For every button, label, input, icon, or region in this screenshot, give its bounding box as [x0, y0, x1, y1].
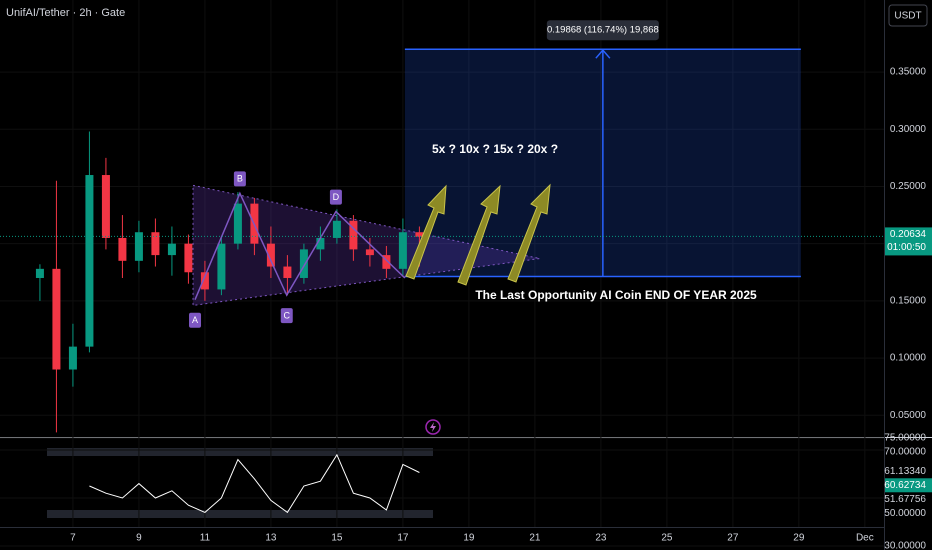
candle-body [35, 268, 44, 278]
x-tick-label: 17 [397, 533, 409, 544]
candle-body [266, 243, 275, 267]
indicator-badge [885, 478, 932, 493]
projection-arrows [405, 183, 551, 286]
measure-label: 0.19868 (116.74%) 19,868 [547, 25, 659, 36]
pattern-label-box [329, 189, 342, 205]
indicator-tick-label: 30.00000 [884, 541, 926, 550]
x-tick-label: Dec [856, 533, 874, 544]
candle-body [217, 243, 226, 290]
indicator-tick-label: 70.00000 [884, 447, 926, 458]
candle-body [233, 203, 242, 244]
x-tick-label: 15 [331, 533, 343, 544]
x-tick-label: 13 [265, 533, 277, 544]
indicator-line [89, 453, 420, 514]
indicator-tick-label: 75.00000 [884, 433, 926, 444]
currency: USDT [894, 11, 921, 22]
candle-body [365, 249, 374, 256]
pattern-label: B [237, 174, 243, 184]
symbol-title: UnifAI/Tether · 2h · Gate [6, 7, 125, 19]
pattern-label: A [192, 315, 198, 325]
candle-body [398, 232, 407, 269]
candle-body [332, 220, 341, 238]
x-tick-label: 27 [727, 533, 739, 544]
candle-body [316, 237, 325, 250]
arrow [405, 184, 447, 280]
annotation: 5x ? 10x ? 15x ? 20x ? [432, 142, 558, 156]
x-tick-label: 29 [793, 533, 805, 544]
triangle-pattern [192, 184, 540, 307]
candle-body [184, 243, 193, 273]
last-price-badge [885, 227, 932, 256]
arrow [457, 184, 501, 286]
x-tick-label: 7 [70, 533, 76, 544]
x-tick-label: 23 [595, 533, 607, 544]
x-tick-label: 25 [661, 533, 673, 544]
arrow [507, 183, 551, 283]
y-tick-label: 0.30000 [890, 124, 927, 135]
annotation: The Last Opportunity AI Coin END OF YEAR… [475, 288, 757, 302]
x-tick-label: 19 [463, 533, 475, 544]
y-tick-label: 0.35000 [890, 67, 927, 78]
candle-body [349, 220, 358, 250]
indicator-value-label: 51.67756 [884, 494, 926, 505]
indicator-value-label: 61.13340 [884, 466, 926, 477]
harmonic-pattern [194, 191, 406, 301]
candle-body [200, 272, 209, 290]
candle-body [85, 175, 94, 347]
y-tick-label: 0.10000 [890, 353, 927, 364]
alert-icon[interactable] [425, 419, 441, 435]
pattern-label: C [283, 311, 290, 321]
candle-body [382, 255, 391, 269]
pattern-label-box [280, 308, 293, 324]
candle-body [415, 232, 424, 237]
alert-bolt [430, 422, 436, 432]
candle-body [151, 232, 160, 256]
indicator-tick-label: 50.00000 [884, 508, 926, 519]
pattern-label-box [189, 312, 202, 328]
candle-body [68, 346, 77, 370]
measure-arrow-head [595, 49, 611, 59]
y-tick-label: 0.05000 [890, 410, 927, 421]
candle-body [283, 266, 292, 278]
candle-body [299, 249, 308, 278]
y-tick-label: 0.25000 [890, 181, 927, 192]
x-tick-label: 21 [529, 533, 541, 544]
candle-body [52, 268, 61, 370]
candle-body [101, 175, 110, 238]
x-tick-label: 9 [136, 533, 142, 544]
currency-box[interactable] [888, 4, 928, 27]
countdown: 01:00:50 [887, 242, 926, 253]
candle-body [134, 232, 143, 261]
x-tick-label: 11 [200, 533, 211, 544]
indicator-band [47, 448, 433, 456]
last-price: 0.20634 [890, 229, 927, 240]
candle-body [118, 237, 127, 261]
pattern-label: D [333, 192, 340, 202]
measure-label-box [546, 20, 659, 41]
indicator-band [47, 510, 433, 518]
pattern-label-box [233, 171, 246, 187]
marks: 0.19868 (116.74%) 19,868 A B C D [0, 20, 884, 514]
indicator-value-label: 60.62734 [884, 480, 926, 491]
y-tick-label: 0.15000 [890, 296, 927, 307]
candle-body [167, 243, 176, 256]
